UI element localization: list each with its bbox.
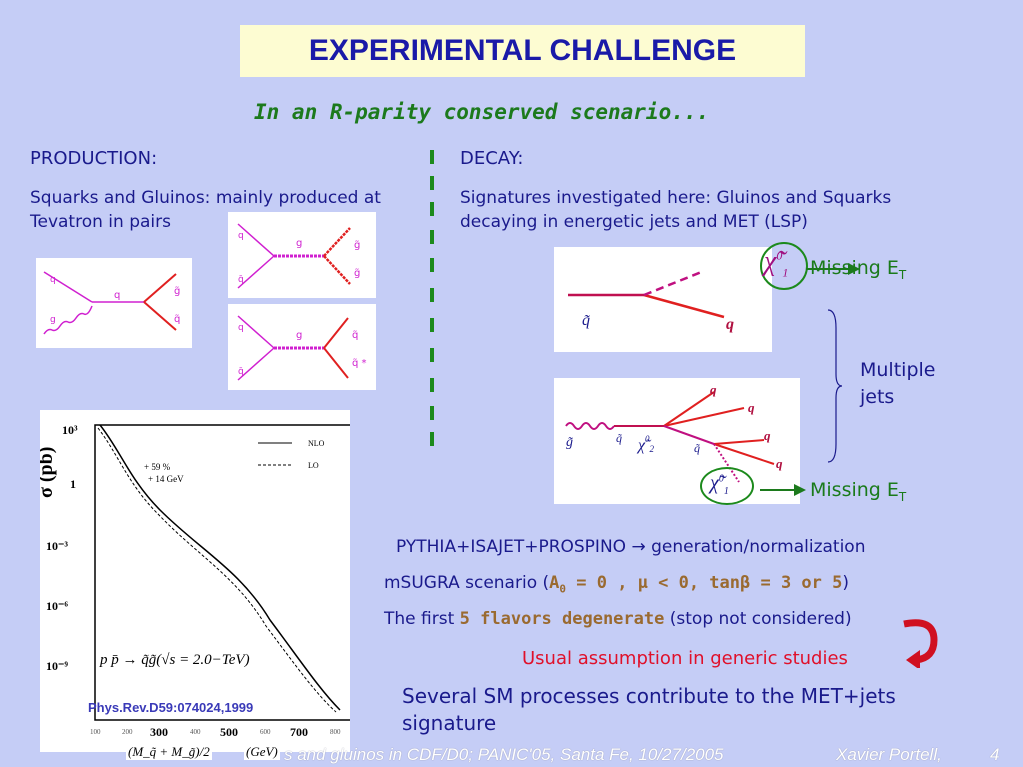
svg-text:q: q <box>114 290 120 301</box>
y-axis-label: σ (pb) <box>40 447 57 498</box>
production-heading: PRODUCTION: <box>30 148 158 169</box>
decay-heading: DECAY: <box>460 148 524 169</box>
bullet-msugra: mSUGRA scenario (A0 = 0 , μ < 0, tanβ = … <box>384 573 849 596</box>
svg-text:q̃: q̃ <box>616 431 622 445</box>
svg-text:q̃: q̃ <box>174 313 180 325</box>
svg-text:g̃: g̃ <box>566 435 573 450</box>
reference-label: Phys.Rev.D59:074024,1999 <box>88 700 253 715</box>
svg-text:q̃: q̃ <box>582 312 591 329</box>
annotation-gev: + 14 GeV <box>148 474 184 484</box>
xtick: 800 <box>330 728 341 736</box>
brace-icon <box>827 309 843 463</box>
curved-arrow-icon <box>903 619 938 668</box>
legend-nlo: NLO <box>308 439 325 448</box>
multiple-jets-1: Multiple <box>860 359 936 381</box>
lsp-circle <box>760 242 808 290</box>
ytick: 10³ <box>62 423 78 437</box>
production-text-1: Squarks and Gluinos: mainly produced at <box>30 188 381 208</box>
production-text-2: Tevatron in pairs <box>30 212 171 232</box>
feynman-diagram-squark-pair: q q̄ g q̃ q̃ * <box>228 304 376 390</box>
ytick: 10⁻³ <box>46 539 68 553</box>
cross-section-plot: NLO LO + 59 % + 14 GeV σ (pb) 10³ 1 10⁻³… <box>40 410 350 752</box>
xtick: 700 <box>290 725 308 739</box>
feynman-diagram-qg: q g q g̃ q̃ <box>36 258 192 348</box>
svg-text:q: q <box>238 323 244 333</box>
lo-curve <box>97 427 337 713</box>
svg-text:g̃: g̃ <box>354 239 360 251</box>
missing-et-2: Missing ET <box>810 479 907 504</box>
svg-text:g̃: g̃ <box>174 285 180 297</box>
arrow-right-icon <box>760 484 806 496</box>
slide-title: EXPERIMENTAL CHALLENGE <box>308 34 737 67</box>
neutralino-label: χ̃01 <box>764 246 789 280</box>
decay-text-2: decaying in energetic jets and MET (LSP) <box>460 212 808 232</box>
svg-text:q̃: q̃ <box>352 329 358 341</box>
xtick: 500 <box>220 725 238 739</box>
multiple-jets-2: jets <box>860 386 895 408</box>
feynman-diagram-gluino-pair: q q̄ g g̃ g̃ <box>228 212 376 298</box>
slide-subtitle: In an R-parity conserved scenario... <box>254 100 710 124</box>
svg-text:q: q <box>726 316 734 333</box>
x-axis-unit: (GeV) <box>244 744 280 760</box>
svg-text:q̃: q̃ <box>694 441 700 455</box>
svg-text:χ̃02: χ̃02 <box>636 434 655 454</box>
neutralino-label-2: χ̃01 <box>710 472 729 497</box>
svg-text:q̄: q̄ <box>238 367 244 377</box>
decay-text-1: Signatures investigated here: Gluinos an… <box>460 188 892 208</box>
svg-text:q̄: q̄ <box>238 275 244 285</box>
bullet-generators: PYTHIA+ISAJET+PROSPINO → generation/norm… <box>396 537 866 557</box>
ytick: 1 <box>70 477 76 491</box>
svg-text:q̃ *: q̃ * <box>352 357 367 369</box>
xtick: 300 <box>150 725 168 739</box>
nlo-curve <box>99 424 341 711</box>
svg-text:g: g <box>296 238 302 249</box>
x-axis-label: (M_q̃ + M_g̃)/2 <box>126 744 212 760</box>
legend-lo: LO <box>308 461 319 470</box>
bullet-flavors: The first 5 flavors degenerate (stop not… <box>384 609 852 629</box>
lsp-circle-2 <box>700 467 754 505</box>
page-number: 4 <box>990 745 1000 764</box>
svg-text:g: g <box>296 330 302 341</box>
process-label: p p̄ → q̃g̃(√s = 2.0−TeV) <box>99 652 250 668</box>
gluino-decay-diagram: g̃ q̃ χ̃02 q̃ q q q q <box>554 378 800 504</box>
xtick: 200 <box>122 728 133 736</box>
svg-text:q: q <box>776 456 783 471</box>
svg-text:q: q <box>748 400 755 415</box>
xtick: 100 <box>90 728 101 736</box>
title-box: EXPERIMENTAL CHALLENGE <box>240 25 805 77</box>
svg-text:g̃: g̃ <box>354 267 360 279</box>
svg-text:q: q <box>764 428 771 443</box>
svg-text:q: q <box>50 275 56 285</box>
svg-text:q: q <box>238 231 244 241</box>
footer-conference: s and gluinos in CDF/D0; PANIC'05, Santa… <box>284 745 724 764</box>
xtick: 600 <box>260 728 271 736</box>
svg-text:q: q <box>710 382 717 397</box>
svg-text:g: g <box>50 315 56 325</box>
bullet-sm-2: signature <box>402 711 497 735</box>
ytick: 10⁻⁹ <box>46 659 68 673</box>
bullet-sm-1: Several SM processes contribute to the M… <box>402 684 896 708</box>
bullet-assumption: Usual assumption in generic studies <box>522 648 848 669</box>
squark-decay-diagram: q̃ q <box>554 247 772 352</box>
missing-et-1: Missing ET <box>810 257 907 282</box>
arrow-right-icon <box>806 263 860 275</box>
annotation-percent: + 59 % <box>144 462 171 472</box>
footer-author: Xavier Portell, <box>836 745 942 764</box>
ytick: 10⁻⁶ <box>46 599 68 613</box>
xtick: 400 <box>190 728 201 736</box>
